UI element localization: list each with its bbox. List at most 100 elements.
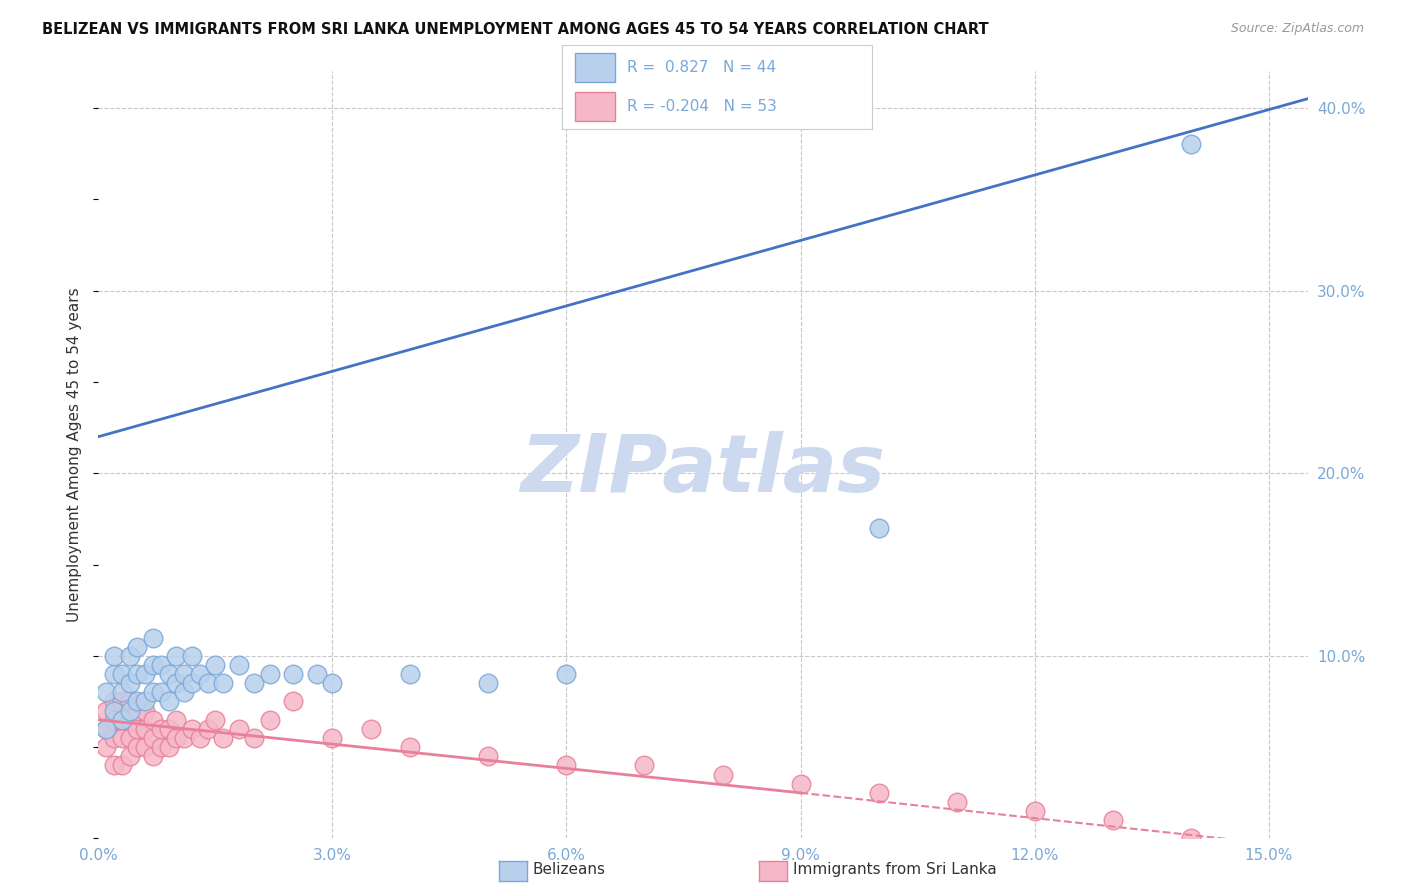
Point [212,676,235,690]
Point [945,795,967,809]
Point [212,731,235,745]
Point [134,667,156,681]
Point [259,667,281,681]
Point [711,767,734,781]
Text: Belizeans: Belizeans [533,863,606,877]
Point [173,685,195,699]
Point [127,740,149,755]
Point [111,713,134,727]
Point [868,786,890,800]
Point [1024,804,1046,818]
Bar [575,92,614,120]
Point [243,676,266,690]
Point [1180,137,1202,152]
Point [243,731,266,745]
Point [111,694,134,708]
Point [181,648,204,663]
Point [96,722,118,736]
Point [165,648,187,663]
Point [118,713,141,727]
Point [142,731,165,745]
Point [149,657,172,672]
Point [134,694,156,708]
Point [173,731,195,745]
Point [111,685,134,699]
Point [96,704,118,718]
Point [103,713,125,727]
Point [157,667,180,681]
Point [477,676,499,690]
Point [157,740,180,755]
Point [103,694,125,708]
Point [127,704,149,718]
Point [134,722,156,736]
Point [633,758,655,772]
Point [283,694,305,708]
Point [197,676,219,690]
Point [103,731,125,745]
Point [142,631,165,645]
Text: ZIPatlas: ZIPatlas [520,431,886,509]
Point [149,740,172,755]
Point [321,676,343,690]
Point [118,648,141,663]
Text: BELIZEAN VS IMMIGRANTS FROM SRI LANKA UNEMPLOYMENT AMONG AGES 45 TO 54 YEARS COR: BELIZEAN VS IMMIGRANTS FROM SRI LANKA UN… [42,22,988,37]
Point [228,657,250,672]
Point [173,667,195,681]
Point [181,722,204,736]
Point [555,667,578,681]
Point [142,685,165,699]
Point [181,676,204,690]
Point [103,758,125,772]
Point [118,704,141,718]
Point [142,657,165,672]
Point [165,676,187,690]
Point [228,722,250,736]
Point [868,521,890,535]
Point [165,731,187,745]
Point [157,694,180,708]
Point [111,758,134,772]
Point [118,694,141,708]
Text: Source: ZipAtlas.com: Source: ZipAtlas.com [1230,22,1364,36]
Point [165,713,187,727]
Point [96,722,118,736]
Point [111,731,134,745]
Point [127,694,149,708]
Text: R =  0.827   N = 44: R = 0.827 N = 44 [627,60,776,75]
Y-axis label: Unemployment Among Ages 45 to 54 years: Unemployment Among Ages 45 to 54 years [67,287,83,623]
Point [399,667,422,681]
Point [96,740,118,755]
Point [321,731,343,745]
Point [399,740,422,755]
Text: Immigrants from Sri Lanka: Immigrants from Sri Lanka [793,863,997,877]
Point [204,713,226,727]
Point [360,722,382,736]
Point [103,667,125,681]
Point [157,722,180,736]
Point [127,722,149,736]
Point [118,749,141,764]
Point [103,704,125,718]
Point [305,667,328,681]
Point [789,777,811,791]
Point [103,648,125,663]
Point [111,713,134,727]
Point [111,667,134,681]
Point [1180,831,1202,846]
Point [134,740,156,755]
Point [188,667,211,681]
Point [142,749,165,764]
Point [188,731,211,745]
Point [149,722,172,736]
Point [204,657,226,672]
Point [555,758,578,772]
Point [197,722,219,736]
Bar [575,54,614,82]
Point [149,685,172,699]
Point [118,676,141,690]
Point [283,667,305,681]
Point [127,640,149,654]
Point [118,731,141,745]
Point [477,749,499,764]
